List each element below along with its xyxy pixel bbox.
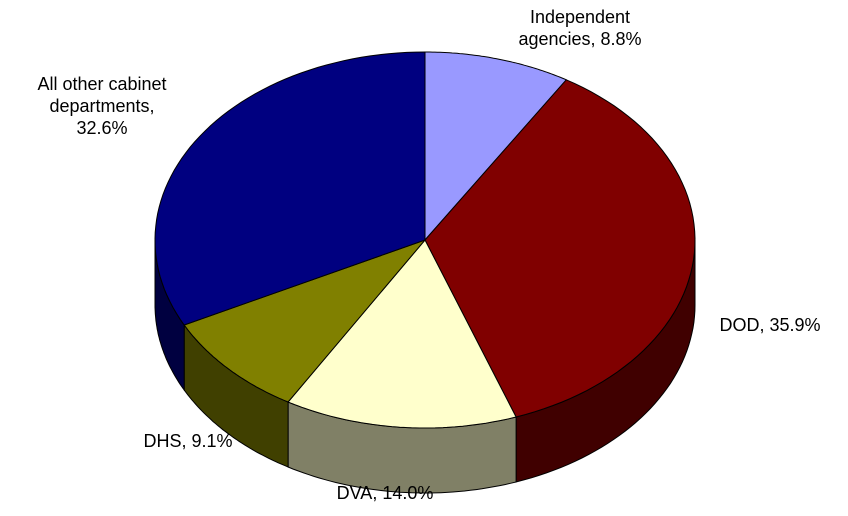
slice: [424, 51, 568, 242]
data-label: DHS, 9.1%: [143, 431, 233, 451]
data-label: All other cabinet departments, 32.6%: [37, 74, 167, 138]
data-label: Independent agencies, 8.8%: [518, 7, 642, 49]
slice: [183, 238, 427, 403]
data-label: DOD, 35.9%: [719, 315, 821, 335]
slice: [424, 79, 696, 418]
pie-sides: [154, 239, 696, 494]
pie-tops: [154, 51, 696, 429]
data-label: DVA, 14.0%: [336, 483, 434, 503]
slice: [287, 239, 517, 429]
slice: [154, 51, 426, 326]
